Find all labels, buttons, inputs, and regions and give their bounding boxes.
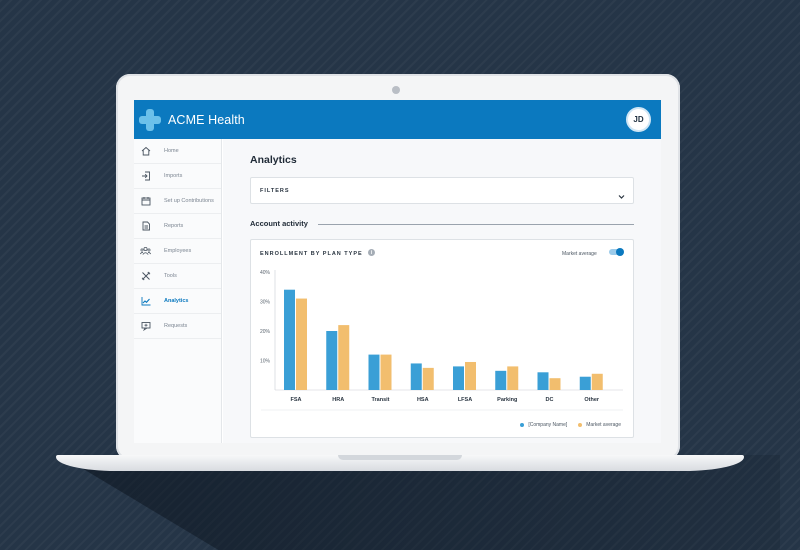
y-tick-label: 20% xyxy=(260,329,271,335)
app-header: ACME Health JD xyxy=(134,100,661,139)
bar-parking-market xyxy=(507,366,519,390)
sidebar: Home Imports Set up Contributions Report… xyxy=(134,139,222,443)
section-title: Account activity xyxy=(250,219,308,228)
sidebar-item-home[interactable]: Home xyxy=(134,139,221,164)
bar-hsa-company xyxy=(410,363,422,390)
home-icon xyxy=(140,146,151,157)
sidebar-item-label: Analytics xyxy=(164,298,189,304)
bar-other-market xyxy=(591,373,603,390)
app-screen: ACME Health JD Home Imports Set up Contr… xyxy=(134,100,661,443)
bar-parking-company xyxy=(495,370,507,390)
bar-hsa-market xyxy=(422,367,434,390)
market-average-toggle-label: Market average xyxy=(562,251,597,257)
filters-label: FILTERS xyxy=(260,187,290,194)
bar-transit-company xyxy=(368,354,380,390)
sidebar-item-label: Home xyxy=(164,148,179,154)
legend-swatch-market xyxy=(578,423,583,427)
sidebar-item-analytics[interactable]: Analytics xyxy=(134,289,221,314)
laptop-base-notch xyxy=(338,455,462,460)
laptop-base xyxy=(56,455,744,471)
acme-cross-logo-icon xyxy=(139,108,161,131)
legend-label-company: [Company Name] xyxy=(528,422,568,428)
y-tick-label: 10% xyxy=(260,359,271,365)
analytics-icon xyxy=(140,296,151,307)
tools-icon xyxy=(140,271,151,282)
y-tick-label: 40% xyxy=(260,270,271,276)
x-tick-label: Other xyxy=(584,397,600,403)
x-tick-label: LFSA xyxy=(458,397,472,403)
filters-panel[interactable]: FILTERS xyxy=(250,177,634,204)
employees-icon xyxy=(140,246,151,257)
report-icon xyxy=(140,221,151,232)
sidebar-item-label: Set up Contributions xyxy=(164,198,214,204)
sidebar-item-label: Employees xyxy=(164,248,192,254)
sidebar-item-tools[interactable]: Tools xyxy=(134,264,221,289)
bar-dc-company xyxy=(537,372,549,390)
chart-card: ENROLLMENT BY PLAN TYPE i Market average… xyxy=(250,239,634,438)
user-avatar[interactable]: JD xyxy=(626,107,651,132)
info-icon[interactable]: i xyxy=(368,249,375,256)
x-tick-label: DC xyxy=(546,397,554,403)
sidebar-item-label: Imports xyxy=(164,173,183,179)
bar-lfsa-company xyxy=(453,366,464,390)
main-content: Analytics FILTERS Account activity ENROL… xyxy=(223,139,661,443)
sidebar-item-requests[interactable]: Requests xyxy=(134,314,221,339)
enrollment-bar-chart: 40% 30% 20% 10% FSA HRA Transit HSA LFSA Parking D… xyxy=(260,270,623,411)
sidebar-item-label: Requests xyxy=(164,323,188,329)
legend-swatch-company xyxy=(520,423,525,427)
x-tick-label: FSA xyxy=(291,397,302,403)
requests-icon xyxy=(140,321,151,332)
bar-other-company xyxy=(579,376,591,390)
app-title: ACME Health xyxy=(168,112,245,127)
chevron-down-icon[interactable] xyxy=(618,187,625,205)
page-title: Analytics xyxy=(250,154,297,166)
bar-transit-market xyxy=(380,354,392,390)
laptop-lid: ACME Health JD Home Imports Set up Contr… xyxy=(116,74,680,460)
y-tick-label: 30% xyxy=(260,300,271,306)
legend-item-company: [Company Name] xyxy=(520,422,567,428)
x-tick-label: HRA xyxy=(332,397,344,403)
legend-label-market: Market average xyxy=(586,422,621,428)
chart-title: ENROLLMENT BY PLAN TYPE xyxy=(260,251,363,257)
bar-hra-market xyxy=(338,325,350,390)
bar-dc-market xyxy=(549,378,561,390)
camera-icon xyxy=(392,86,400,94)
calendar-icon xyxy=(140,196,151,207)
bar-fsa-company xyxy=(284,289,295,390)
chart-legend: [Company Name] Market average xyxy=(509,422,621,428)
sidebar-item-reports[interactable]: Reports xyxy=(134,214,221,239)
legend-item-market: Market average xyxy=(578,422,621,428)
sidebar-item-label: Tools xyxy=(164,273,177,279)
sidebar-item-setup-contributions[interactable]: Set up Contributions xyxy=(134,189,221,214)
import-icon xyxy=(140,171,151,182)
section-divider xyxy=(318,224,634,225)
x-tick-label: HSA xyxy=(417,397,429,403)
x-tick-label: Parking xyxy=(497,397,517,403)
bar-hra-company xyxy=(326,331,338,390)
bar-fsa-market xyxy=(296,298,307,390)
x-tick-label: Transit xyxy=(371,397,389,403)
sidebar-item-employees[interactable]: Employees xyxy=(134,239,221,264)
market-average-toggle[interactable] xyxy=(609,248,624,256)
sidebar-item-label: Reports xyxy=(164,223,184,229)
sidebar-item-imports[interactable]: Imports xyxy=(134,164,221,189)
bar-lfsa-market xyxy=(465,361,476,390)
toggle-knob xyxy=(616,248,624,256)
